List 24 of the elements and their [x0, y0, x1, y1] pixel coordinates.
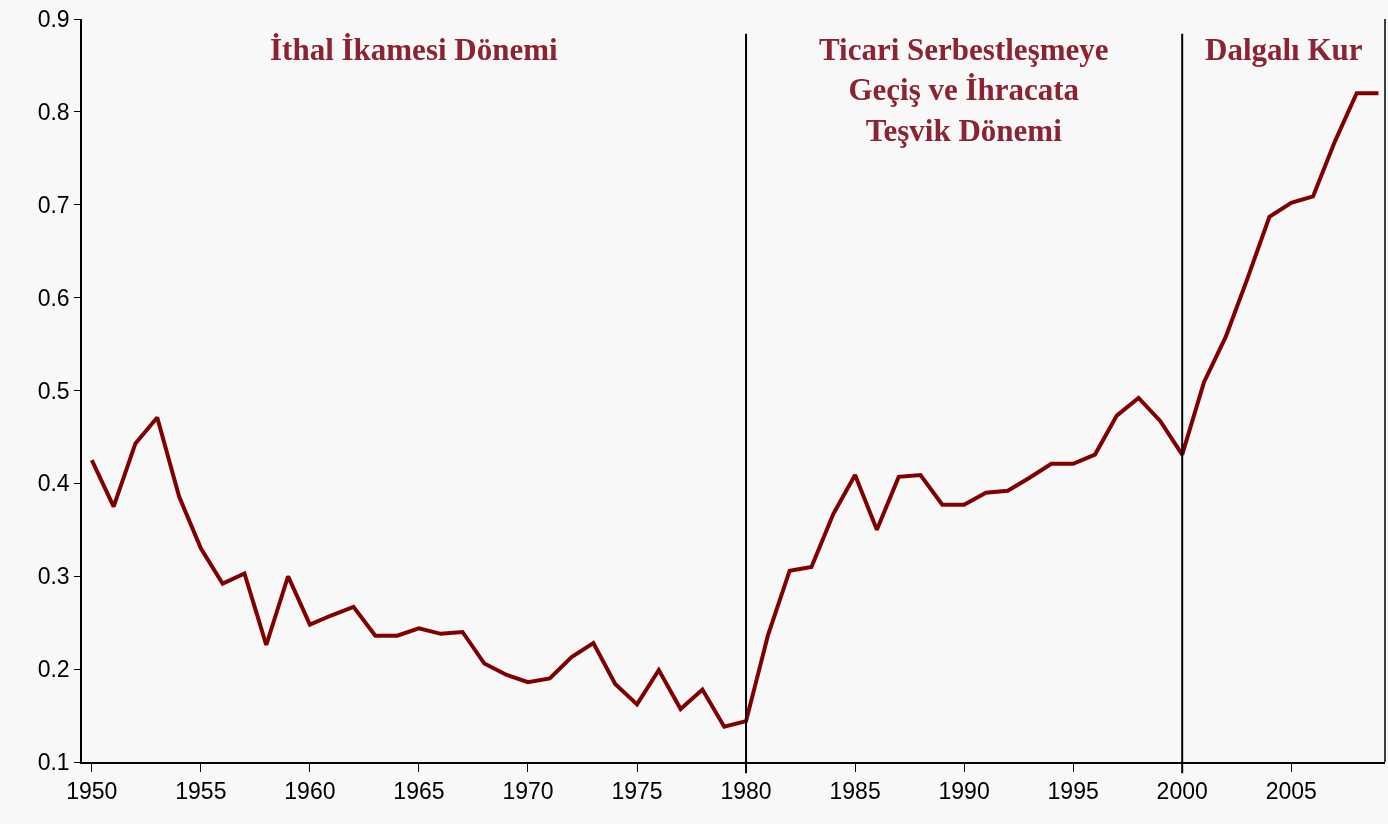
x-tick-label: 1980 — [720, 778, 772, 805]
x-tick-label: 2005 — [1265, 778, 1317, 805]
x-tick-label: 1955 — [175, 778, 227, 805]
y-tick-label: 0.4 — [37, 470, 70, 497]
annotation: Dalgalı Kur — [1205, 32, 1363, 67]
x-tick-label: 1990 — [938, 778, 990, 805]
y-tick-label: 0.3 — [37, 563, 70, 590]
x-tick-label: 1975 — [611, 778, 663, 805]
y-tick-label: 0.5 — [37, 377, 70, 404]
x-tick-label: 1970 — [502, 778, 554, 805]
y-tick-label: 0.2 — [37, 656, 70, 683]
annotation: Ticari Serbestleşmeye Geçiş ve İhracata Teşvik Dönemi — [819, 32, 1109, 148]
x-tick-label: 1985 — [829, 778, 881, 805]
y-tick-label: 0.6 — [37, 284, 70, 311]
x-tick-label: 1960 — [284, 778, 336, 805]
x-tick-label: 2000 — [1156, 778, 1208, 805]
y-tick-label: 0.1 — [37, 749, 70, 776]
y-tick-label: 0.8 — [37, 98, 70, 125]
y-tick-label: 0.9 — [37, 6, 70, 33]
annotation: İthal İkamesi Dönemi — [270, 32, 559, 67]
x-tick-label: 1965 — [393, 778, 445, 805]
y-tick-label: 0.7 — [37, 191, 70, 218]
x-tick-label: 1950 — [66, 778, 118, 805]
x-tick-label: 1995 — [1047, 778, 1099, 805]
